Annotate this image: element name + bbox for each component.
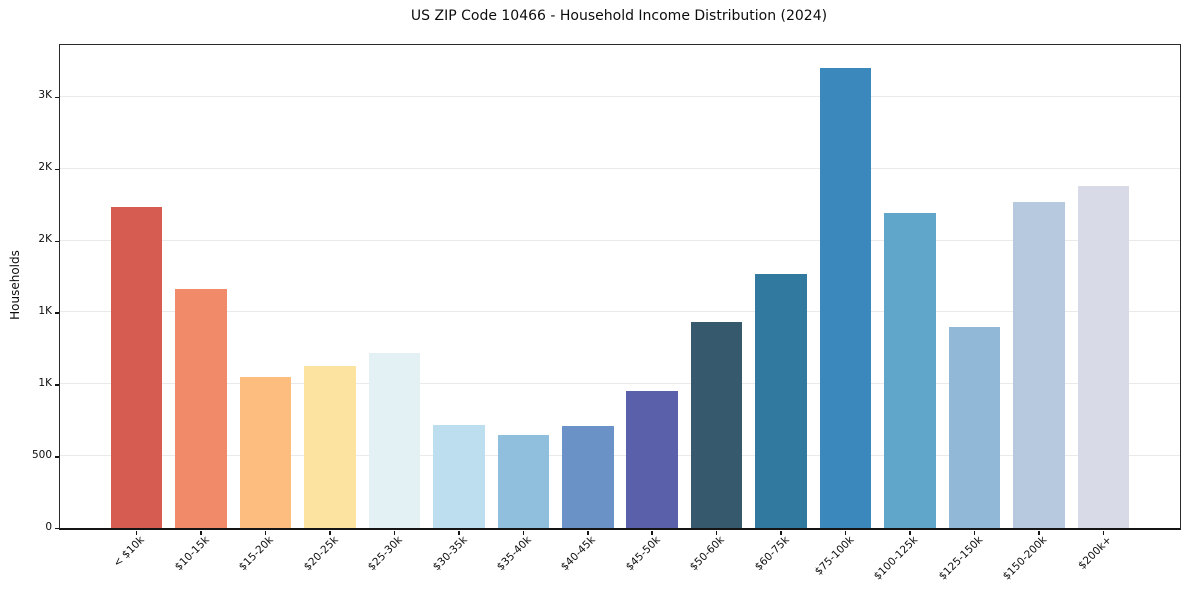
- y-tick-mark: [55, 312, 59, 314]
- x-tick-mark: [1102, 530, 1105, 535]
- y-tick-label: 500: [31, 448, 52, 461]
- x-tick-label: $35-40k: [494, 534, 534, 574]
- x-tick-mark: [586, 530, 589, 535]
- x-tick-mark: [393, 530, 396, 535]
- y-tick-label: 2K: [38, 233, 52, 245]
- x-tick-mark: [715, 530, 718, 535]
- x-tick-label: $200k+: [1075, 534, 1114, 572]
- x-tick-label: $25-30k: [365, 534, 405, 574]
- y-tick-label: 2K: [38, 161, 52, 174]
- bar: [497, 434, 550, 528]
- gridline: [60, 167, 1180, 169]
- y-tick-mark: [55, 240, 59, 242]
- y-tick-mark: [55, 96, 59, 99]
- bar: [755, 273, 807, 528]
- x-tick-label: $40-45k: [559, 534, 599, 574]
- bar: [884, 213, 936, 528]
- x-tick-mark: [651, 530, 653, 535]
- x-tick-label: $10-15k: [172, 534, 212, 574]
- bar: [110, 207, 163, 528]
- x-tick-label: $60-75k: [752, 534, 792, 574]
- y-tick-label: 1K: [38, 304, 52, 317]
- gridline: [60, 311, 1180, 313]
- x-tick-mark: [135, 530, 138, 535]
- plot-area: [55, 44, 1181, 535]
- x-tick-label: $15-20k: [236, 534, 277, 574]
- bar: [690, 322, 743, 528]
- bar: [175, 289, 227, 528]
- x-tick-label: $100-125k: [871, 534, 921, 583]
- bar: [819, 68, 872, 528]
- x-tick-mark: [909, 530, 911, 535]
- x-tick-mark: [973, 530, 976, 535]
- x-tick-label: $45-50k: [623, 534, 663, 574]
- x-axis: < $10k $10-15k $15-20k $20-25k $25-30k $30-35…: [59, 534, 1179, 590]
- x-tick-label: $20-25k: [301, 534, 341, 574]
- x-tick-label: $75-100k: [812, 534, 857, 578]
- x-tick-mark: [522, 530, 525, 535]
- bar: [948, 326, 1001, 528]
- x-tick-mark: [780, 530, 782, 535]
- gridline: [60, 95, 1180, 97]
- x-tick-label: $125-150k: [936, 534, 985, 583]
- y-tick-label: 3K: [38, 89, 52, 102]
- bar: [304, 365, 356, 528]
- bar: [626, 391, 678, 528]
- y-tick-mark: [55, 528, 59, 530]
- x-tick-mark: [264, 530, 267, 535]
- gridline: [60, 239, 1180, 241]
- x-tick-label: $150-200k: [1000, 534, 1050, 583]
- x-tick-mark: [200, 530, 202, 535]
- x-tick-label: $30-35k: [430, 534, 470, 574]
- x-tick-mark: [458, 530, 460, 535]
- bar: [562, 425, 614, 528]
- bar: [368, 352, 421, 528]
- x-tick-label: < $10k: [111, 534, 148, 570]
- x-tick-mark: [329, 530, 331, 535]
- bar: [239, 377, 292, 528]
- y-tick-mark: [55, 456, 59, 458]
- x-tick-label: $50-60k: [688, 534, 728, 574]
- chart-title: US ZIP Code 10466 - Household Income Dis…: [410, 8, 828, 24]
- y-tick-mark: [55, 384, 59, 386]
- y-tick-label: 1K: [38, 376, 52, 389]
- bars-layer: [60, 45, 1180, 528]
- x-tick-mark: [1038, 530, 1040, 535]
- y-tick-label: 0: [45, 520, 52, 533]
- x-tick-mark: [844, 530, 847, 535]
- y-axis: 0 500 1K 1K 2K 2K 3K: [0, 44, 52, 532]
- bar: [433, 424, 485, 528]
- bar: [1013, 201, 1065, 528]
- y-tick-mark: [55, 168, 59, 171]
- gridline: [60, 383, 1180, 385]
- gridline: [60, 455, 1180, 457]
- bar: [1077, 185, 1130, 528]
